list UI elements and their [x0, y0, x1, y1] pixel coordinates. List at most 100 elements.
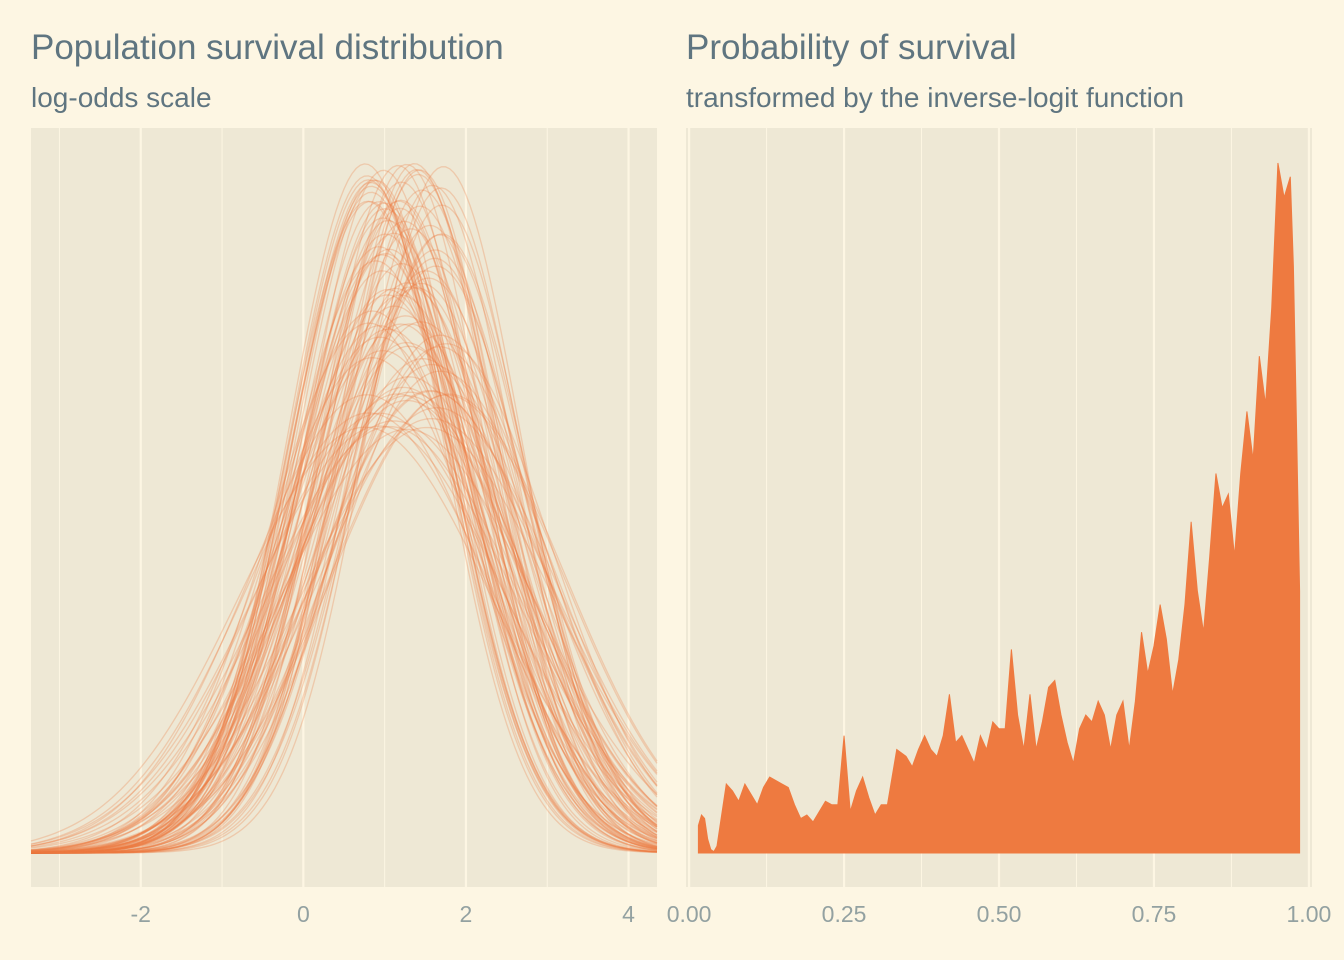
- right-chart-title: Probability of survival: [686, 28, 1017, 67]
- density-curve-90: [30, 357, 658, 854]
- density-curve-9: [30, 370, 658, 854]
- density-curve-47: [31, 187, 658, 854]
- density-curve-92: [30, 179, 658, 854]
- left-grid: [58, 128, 630, 887]
- density-curve-2: [31, 265, 658, 854]
- density-curve-51: [30, 425, 658, 847]
- density-curve-81: [30, 342, 658, 854]
- x-tick-label: 0.25: [822, 901, 867, 927]
- density-curve-72: [30, 395, 658, 852]
- density-curve-45: [30, 393, 658, 853]
- x-tick-label: 1.00: [1287, 901, 1332, 927]
- density-curve-16: [30, 287, 658, 854]
- density-curve-66: [31, 200, 658, 854]
- density-curve-68: [30, 376, 658, 853]
- density-curve-56: [30, 294, 658, 854]
- density-curve-64: [30, 334, 658, 854]
- x-tick-label: -2: [131, 901, 151, 927]
- density-curve-10: [30, 189, 658, 854]
- left-chart-title: Population survival distribution: [31, 28, 504, 67]
- density-curve-82: [30, 286, 658, 854]
- density-curve-74: [30, 191, 658, 854]
- density-curve-17: [30, 341, 658, 853]
- density-curve-42: [31, 166, 658, 854]
- density-curve-26: [30, 288, 658, 854]
- density-curve-3: [30, 200, 658, 854]
- density-curve-61: [30, 179, 658, 854]
- density-curve-12: [30, 232, 658, 854]
- density-curve-67: [30, 428, 658, 849]
- density-curve-18: [30, 412, 658, 847]
- density-curve-57: [31, 205, 658, 854]
- density-curve-11: [30, 315, 658, 854]
- density-curve-35: [30, 277, 658, 854]
- density-curve-60: [30, 363, 658, 854]
- density-curve-8: [31, 234, 658, 854]
- density-curve-40: [30, 257, 658, 854]
- density-curve-99: [30, 200, 658, 854]
- density-curve-53: [30, 345, 658, 853]
- density-curve-14: [30, 420, 658, 848]
- density-curve-5: [30, 425, 658, 846]
- density-curve-71: [31, 204, 658, 854]
- right-density-area: [697, 162, 1301, 854]
- density-curve-27: [30, 310, 658, 853]
- x-tick-label: 0: [297, 901, 310, 927]
- density-curve-25: [30, 233, 658, 854]
- left-density-curves: [30, 163, 658, 854]
- density-curve-83: [30, 201, 658, 854]
- x-tick-label: 4: [622, 901, 635, 927]
- right-chart-subtitle: transformed by the inverse-logit functio…: [686, 82, 1184, 113]
- density-curve-54: [30, 163, 658, 854]
- density-curve-77: [30, 328, 658, 853]
- density-curve-55: [30, 389, 658, 853]
- density-curve-89: [30, 248, 658, 854]
- survival-probability-area: [697, 162, 1301, 854]
- density-curve-88: [31, 233, 658, 854]
- density-curve-1: [31, 220, 658, 854]
- density-curve-65: [31, 249, 658, 854]
- density-curve-96: [31, 184, 658, 854]
- density-curve-91: [31, 173, 658, 854]
- density-curve-20: [30, 262, 658, 854]
- density-curve-84: [31, 163, 658, 854]
- density-curve-37: [30, 270, 658, 854]
- density-curve-69: [31, 224, 658, 854]
- density-curve-100: [30, 199, 658, 854]
- density-curve-28: [30, 407, 658, 853]
- density-curve-19: [30, 391, 658, 852]
- density-curve-44: [30, 282, 658, 854]
- density-curve-36: [30, 219, 658, 854]
- density-curve-49: [30, 185, 658, 854]
- density-curve-39: [30, 323, 658, 854]
- right-tick-labels: 0.00 0.25 0.50 0.75 1.00: [667, 901, 1332, 927]
- density-curve-70: [30, 346, 658, 854]
- density-curve-58: [30, 336, 658, 852]
- density-curve-94: [31, 163, 658, 854]
- density-curve-87: [30, 322, 658, 852]
- density-curve-93: [30, 426, 658, 851]
- density-curve-29: [30, 202, 658, 854]
- density-curve-73: [30, 228, 658, 854]
- density-curve-59: [31, 168, 658, 854]
- density-curve-34: [30, 390, 658, 853]
- density-curve-86: [30, 246, 658, 854]
- density-curve-75: [31, 169, 658, 854]
- density-curve-32: [30, 270, 658, 854]
- density-curve-76: [30, 207, 658, 854]
- density-curve-43: [30, 350, 658, 852]
- density-curve-46: [30, 179, 658, 854]
- density-curve-98: [30, 282, 658, 854]
- left-chart-subtitle: log-odds scale: [31, 82, 212, 113]
- density-curve-13: [30, 325, 658, 853]
- density-curve-21: [30, 260, 658, 854]
- density-curve-23: [30, 357, 658, 851]
- density-curve-33: [30, 323, 658, 854]
- density-curve-78: [30, 252, 658, 854]
- density-curve-38: [30, 386, 658, 852]
- density-curve-79: [31, 164, 658, 854]
- density-curve-52: [30, 181, 658, 854]
- density-curve-24: [31, 169, 658, 854]
- x-tick-label: 0.00: [667, 901, 712, 927]
